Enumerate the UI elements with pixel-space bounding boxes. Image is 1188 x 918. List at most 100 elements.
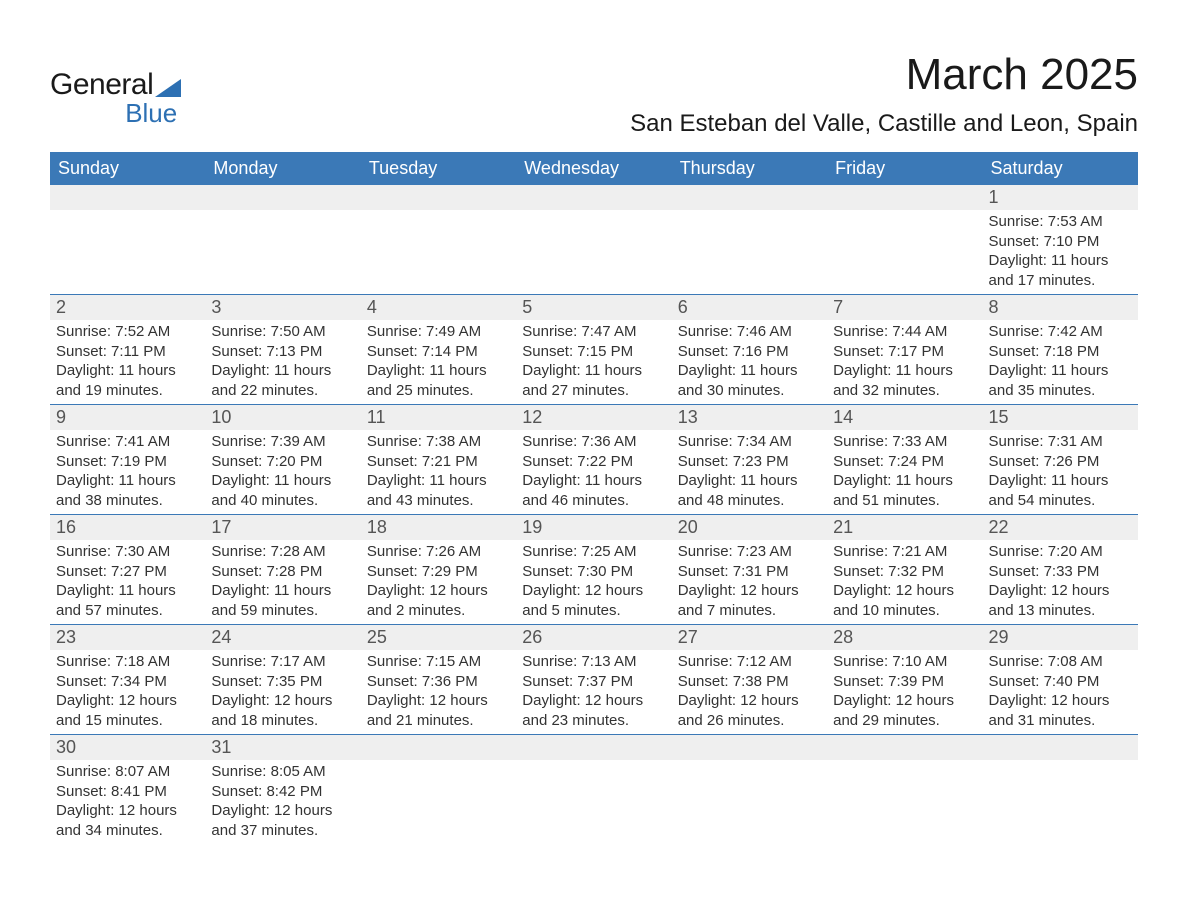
day-number — [827, 735, 982, 760]
calendar-day-cell: 11Sunrise: 7:38 AMSunset: 7:21 PMDayligh… — [361, 405, 516, 515]
day-details: Sunrise: 7:42 AMSunset: 7:18 PMDaylight:… — [983, 320, 1138, 404]
calendar-day-cell: 12Sunrise: 7:36 AMSunset: 7:22 PMDayligh… — [516, 405, 671, 515]
day-details: Sunrise: 7:23 AMSunset: 7:31 PMDaylight:… — [672, 540, 827, 624]
calendar-day-cell: 5Sunrise: 7:47 AMSunset: 7:15 PMDaylight… — [516, 295, 671, 405]
day-details: Sunrise: 7:41 AMSunset: 7:19 PMDaylight:… — [50, 430, 205, 514]
calendar-week-row: 23Sunrise: 7:18 AMSunset: 7:34 PMDayligh… — [50, 625, 1138, 735]
day-details: Sunrise: 7:33 AMSunset: 7:24 PMDaylight:… — [827, 430, 982, 514]
calendar-day-cell: 24Sunrise: 7:17 AMSunset: 7:35 PMDayligh… — [205, 625, 360, 735]
day-details: Sunrise: 7:13 AMSunset: 7:37 PMDaylight:… — [516, 650, 671, 734]
calendar-day-cell — [361, 735, 516, 845]
calendar-day-cell — [983, 735, 1138, 845]
logo-top: General — [50, 68, 181, 102]
calendar-day-cell: 15Sunrise: 7:31 AMSunset: 7:26 PMDayligh… — [983, 405, 1138, 515]
day-number — [983, 735, 1138, 760]
calendar-day-cell — [205, 185, 360, 295]
calendar-day-cell: 21Sunrise: 7:21 AMSunset: 7:32 PMDayligh… — [827, 515, 982, 625]
day-details — [983, 760, 1138, 820]
day-number: 14 — [827, 405, 982, 430]
day-details: Sunrise: 7:17 AMSunset: 7:35 PMDaylight:… — [205, 650, 360, 734]
day-details: Sunrise: 7:36 AMSunset: 7:22 PMDaylight:… — [516, 430, 671, 514]
day-details: Sunrise: 7:39 AMSunset: 7:20 PMDaylight:… — [205, 430, 360, 514]
day-details: Sunrise: 7:53 AMSunset: 7:10 PMDaylight:… — [983, 210, 1138, 294]
day-number: 23 — [50, 625, 205, 650]
day-number: 22 — [983, 515, 1138, 540]
calendar-day-cell: 7Sunrise: 7:44 AMSunset: 7:17 PMDaylight… — [827, 295, 982, 405]
day-number: 18 — [361, 515, 516, 540]
day-number: 27 — [672, 625, 827, 650]
calendar-day-cell: 22Sunrise: 7:20 AMSunset: 7:33 PMDayligh… — [983, 515, 1138, 625]
day-details: Sunrise: 7:30 AMSunset: 7:27 PMDaylight:… — [50, 540, 205, 624]
day-details — [672, 210, 827, 270]
calendar-day-cell — [361, 185, 516, 295]
day-number: 2 — [50, 295, 205, 320]
weekday-header: Thursday — [672, 152, 827, 185]
day-number: 9 — [50, 405, 205, 430]
day-number — [361, 735, 516, 760]
calendar-day-cell: 3Sunrise: 7:50 AMSunset: 7:13 PMDaylight… — [205, 295, 360, 405]
day-details: Sunrise: 7:46 AMSunset: 7:16 PMDaylight:… — [672, 320, 827, 404]
day-details: Sunrise: 7:12 AMSunset: 7:38 PMDaylight:… — [672, 650, 827, 734]
day-details: Sunrise: 7:08 AMSunset: 7:40 PMDaylight:… — [983, 650, 1138, 734]
day-number: 29 — [983, 625, 1138, 650]
day-number: 8 — [983, 295, 1138, 320]
weekday-header: Monday — [205, 152, 360, 185]
calendar-day-cell — [50, 185, 205, 295]
day-number: 25 — [361, 625, 516, 650]
weekday-header: Sunday — [50, 152, 205, 185]
logo: General Blue — [50, 68, 181, 129]
calendar-week-row: 9Sunrise: 7:41 AMSunset: 7:19 PMDaylight… — [50, 405, 1138, 515]
calendar-day-cell — [672, 185, 827, 295]
day-number: 16 — [50, 515, 205, 540]
day-details: Sunrise: 7:49 AMSunset: 7:14 PMDaylight:… — [361, 320, 516, 404]
day-number: 15 — [983, 405, 1138, 430]
day-number — [516, 185, 671, 210]
day-number — [672, 185, 827, 210]
calendar-day-cell: 10Sunrise: 7:39 AMSunset: 7:20 PMDayligh… — [205, 405, 360, 515]
day-number: 12 — [516, 405, 671, 430]
day-number: 13 — [672, 405, 827, 430]
calendar-day-cell: 23Sunrise: 7:18 AMSunset: 7:34 PMDayligh… — [50, 625, 205, 735]
calendar-day-cell: 2Sunrise: 7:52 AMSunset: 7:11 PMDaylight… — [50, 295, 205, 405]
day-number — [50, 185, 205, 210]
weekday-header-row: Sunday Monday Tuesday Wednesday Thursday… — [50, 152, 1138, 185]
day-number: 24 — [205, 625, 360, 650]
day-details — [827, 760, 982, 820]
day-number — [672, 735, 827, 760]
header: General Blue March 2025 San Esteban del … — [50, 50, 1138, 138]
logo-text-general: General — [50, 68, 153, 102]
day-number: 31 — [205, 735, 360, 760]
day-details — [50, 210, 205, 270]
weekday-header: Wednesday — [516, 152, 671, 185]
calendar-table: Sunday Monday Tuesday Wednesday Thursday… — [50, 152, 1138, 844]
calendar-body: 1Sunrise: 7:53 AMSunset: 7:10 PMDaylight… — [50, 185, 1138, 844]
day-number: 20 — [672, 515, 827, 540]
day-details: Sunrise: 7:52 AMSunset: 7:11 PMDaylight:… — [50, 320, 205, 404]
calendar-day-cell: 1Sunrise: 7:53 AMSunset: 7:10 PMDaylight… — [983, 185, 1138, 295]
calendar-day-cell: 6Sunrise: 7:46 AMSunset: 7:16 PMDaylight… — [672, 295, 827, 405]
calendar-day-cell: 14Sunrise: 7:33 AMSunset: 7:24 PMDayligh… — [827, 405, 982, 515]
day-details: Sunrise: 7:20 AMSunset: 7:33 PMDaylight:… — [983, 540, 1138, 624]
day-number: 10 — [205, 405, 360, 430]
day-details: Sunrise: 7:15 AMSunset: 7:36 PMDaylight:… — [361, 650, 516, 734]
day-details: Sunrise: 7:34 AMSunset: 7:23 PMDaylight:… — [672, 430, 827, 514]
day-details — [516, 760, 671, 820]
day-details: Sunrise: 7:50 AMSunset: 7:13 PMDaylight:… — [205, 320, 360, 404]
logo-text-blue: Blue — [50, 98, 177, 129]
day-number: 1 — [983, 185, 1138, 210]
calendar-week-row: 2Sunrise: 7:52 AMSunset: 7:11 PMDaylight… — [50, 295, 1138, 405]
day-details — [672, 760, 827, 820]
calendar-day-cell — [516, 185, 671, 295]
calendar-day-cell: 30Sunrise: 8:07 AMSunset: 8:41 PMDayligh… — [50, 735, 205, 845]
day-details: Sunrise: 7:25 AMSunset: 7:30 PMDaylight:… — [516, 540, 671, 624]
calendar-day-cell: 26Sunrise: 7:13 AMSunset: 7:37 PMDayligh… — [516, 625, 671, 735]
calendar-day-cell: 4Sunrise: 7:49 AMSunset: 7:14 PMDaylight… — [361, 295, 516, 405]
day-details: Sunrise: 7:38 AMSunset: 7:21 PMDaylight:… — [361, 430, 516, 514]
day-number: 30 — [50, 735, 205, 760]
calendar-week-row: 30Sunrise: 8:07 AMSunset: 8:41 PMDayligh… — [50, 735, 1138, 845]
weekday-header: Tuesday — [361, 152, 516, 185]
day-details: Sunrise: 7:10 AMSunset: 7:39 PMDaylight:… — [827, 650, 982, 734]
calendar-day-cell: 9Sunrise: 7:41 AMSunset: 7:19 PMDaylight… — [50, 405, 205, 515]
day-details: Sunrise: 7:28 AMSunset: 7:28 PMDaylight:… — [205, 540, 360, 624]
day-number — [827, 185, 982, 210]
